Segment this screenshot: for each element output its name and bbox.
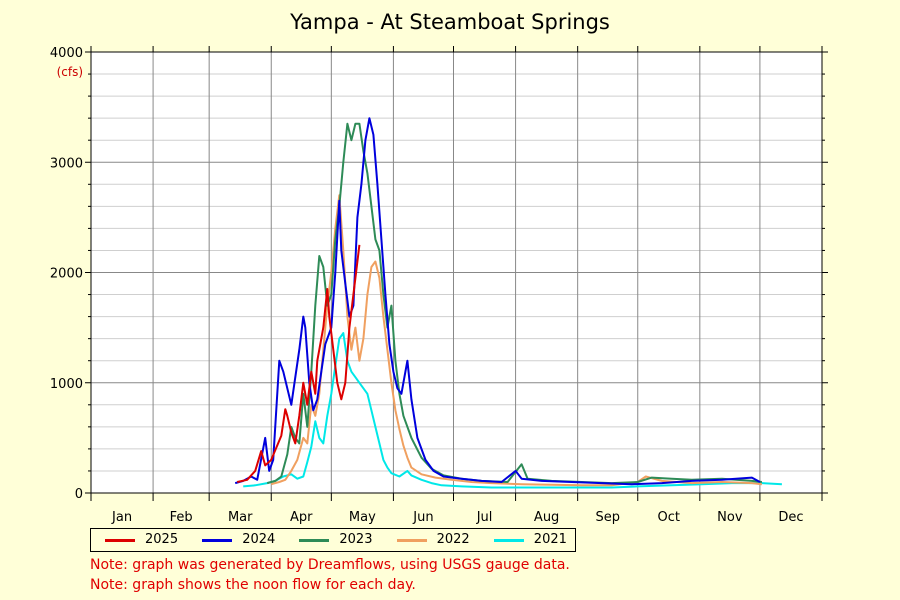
series-line-2021 (243, 332, 782, 489)
legend-swatch (396, 539, 427, 542)
legend: 2025 2024 2023 2022 2021 (90, 528, 576, 552)
y-tick-label: 0 (75, 487, 83, 502)
x-tick-label: Aug (534, 510, 559, 525)
legend-label: 2021 (533, 532, 567, 547)
x-tick-label: Dec (778, 510, 803, 525)
x-tick-label: Nov (717, 510, 743, 525)
series-line-2024 (234, 117, 761, 486)
legend-label: 2024 (242, 532, 276, 547)
series-lines (234, 117, 782, 489)
x-tick-label: Mar (228, 510, 253, 525)
series-line-2025 (236, 244, 361, 483)
x-tick-label: Sep (595, 510, 620, 525)
x-tick-label: Oct (658, 510, 680, 525)
x-tick-label: May (349, 510, 376, 525)
y-tick-label: 2000 (50, 267, 83, 282)
x-tick-label: Feb (170, 510, 193, 525)
grid-lines (91, 52, 822, 493)
x-tick-label: Apr (290, 510, 313, 525)
y-tick-label: 4000 (50, 46, 83, 61)
legend-swatch (493, 539, 524, 542)
note-noon-flow: Note: graph shows the noon flow for each… (90, 577, 416, 593)
legend-label: 2025 (145, 532, 179, 547)
x-tick-label: Jul (476, 510, 493, 525)
x-tick-label: Jan (111, 510, 132, 525)
chart-title: Yampa - At Steamboat Springs (290, 10, 610, 34)
axes: 0 1000 2000 3000 4000 Jan Feb Mar Apr May Jun Jul Au… (50, 46, 828, 525)
note-source: Note: graph was generated by Dreamflows,… (90, 557, 570, 573)
y-tick-label: 3000 (50, 156, 83, 171)
legend-label: 2023 (339, 532, 373, 547)
y-tick-label: 1000 (50, 377, 83, 392)
legend-label: 2022 (436, 532, 470, 547)
series-line-2022 (270, 194, 763, 487)
legend-swatch (299, 539, 330, 542)
legend-swatch (105, 539, 135, 542)
plot-frame (90, 51, 823, 494)
y-axis-unit-label: (cfs) (57, 65, 83, 79)
legend-swatch (202, 539, 233, 542)
x-tick-label: Jun (412, 510, 433, 525)
